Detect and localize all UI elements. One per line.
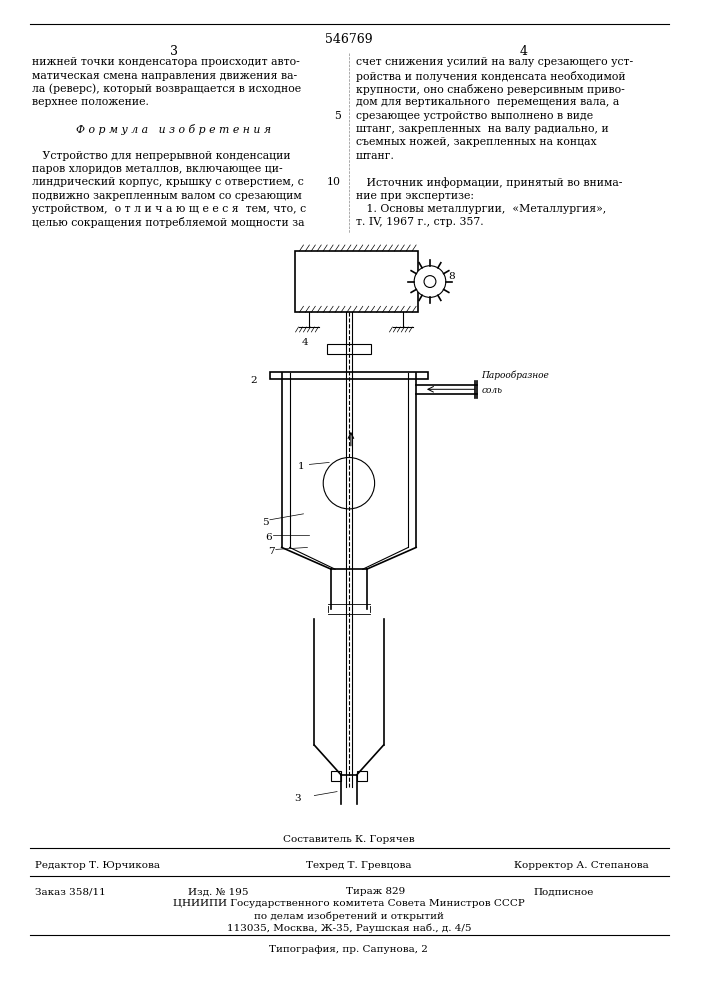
Text: Тираж 829: Тираж 829: [346, 887, 405, 896]
Text: Парообразное: Парообразное: [481, 371, 549, 380]
Text: устройством,  о т л и ч а ю щ е е с я  тем, что, с: устройством, о т л и ч а ю щ е е с я тем…: [32, 204, 305, 214]
Text: 5: 5: [334, 111, 341, 121]
Text: подвижно закрепленным валом со срезающим: подвижно закрепленным валом со срезающим: [32, 191, 301, 201]
Text: ЦНИИПИ Государственного комитета Совета Министров СССР: ЦНИИПИ Государственного комитета Совета …: [173, 899, 525, 908]
Text: 1. Основы металлургии,  «Металлургия»,: 1. Основы металлургии, «Металлургия»,: [356, 204, 606, 214]
Text: 10: 10: [327, 177, 341, 187]
Text: счет снижения усилий на валу срезающего уст-: счет снижения усилий на валу срезающего …: [356, 57, 633, 67]
Text: 3: 3: [170, 45, 178, 58]
Text: 5: 5: [262, 518, 269, 527]
Text: Ф о р м у л а   и з о б р е т е н и я: Ф о р м у л а и з о б р е т е н и я: [76, 124, 271, 135]
Text: Изд. № 195: Изд. № 195: [188, 887, 248, 896]
Text: штанг.: штанг.: [356, 151, 395, 161]
Text: соль: соль: [481, 386, 503, 395]
Bar: [357, 771, 367, 781]
Text: Техред Т. Гревцова: Техред Т. Гревцова: [306, 861, 412, 870]
Text: крупности, оно снабжено реверсивным приво-: крупности, оно снабжено реверсивным прив…: [356, 84, 624, 95]
Text: 2: 2: [250, 376, 257, 385]
Text: ние при экспертизе:: ние при экспертизе:: [356, 191, 474, 201]
Text: Заказ 358/11: Заказ 358/11: [35, 887, 105, 896]
Text: Типография, пр. Сапунова, 2: Типография, пр. Сапунова, 2: [269, 945, 428, 954]
Text: 7: 7: [268, 547, 274, 556]
Text: матическая смена направления движения ва-: матическая смена направления движения ва…: [32, 71, 297, 81]
Bar: [295, 251, 418, 312]
Bar: [270, 372, 428, 379]
Text: 546769: 546769: [325, 33, 373, 46]
Text: дом для вертикального  перемещения вала, а: дом для вертикального перемещения вала, …: [356, 97, 619, 107]
Text: штанг, закрепленных  на валу радиально, и: штанг, закрепленных на валу радиально, и: [356, 124, 609, 134]
Bar: [327, 344, 370, 354]
Text: Редактор Т. Юрчикова: Редактор Т. Юрчикова: [35, 861, 160, 870]
Text: т. IV, 1967 г., стр. 357.: т. IV, 1967 г., стр. 357.: [356, 217, 484, 227]
Text: съемных ножей, закрепленных на концах: съемных ножей, закрепленных на концах: [356, 137, 597, 147]
Text: по делам изобретений и открытий: по делам изобретений и открытий: [254, 911, 444, 921]
Text: паров хлоридов металлов, включающее ци-: паров хлоридов металлов, включающее ци-: [32, 164, 282, 174]
Text: линдрический корпус, крышку с отверстием, с: линдрический корпус, крышку с отверстием…: [32, 177, 303, 187]
Circle shape: [414, 266, 446, 297]
Text: Подписное: Подписное: [534, 887, 594, 896]
Text: нижней точки конденсатора происходит авто-: нижней точки конденсатора происходит авт…: [32, 57, 299, 67]
Text: 113035, Москва, Ж-35, Раушская наб., д. 4/5: 113035, Москва, Ж-35, Раушская наб., д. …: [227, 923, 471, 933]
Text: 8: 8: [448, 272, 455, 281]
Text: 1: 1: [298, 462, 304, 471]
Text: 4: 4: [520, 45, 528, 58]
Bar: [331, 771, 341, 781]
Text: Источник информации, принятый во внима-: Источник информации, принятый во внима-: [356, 177, 622, 188]
Text: Устройство для непрерывной конденсации: Устройство для непрерывной конденсации: [32, 151, 291, 161]
Text: целью сокращения потребляемой мощности за: целью сокращения потребляемой мощности з…: [32, 217, 304, 228]
Text: Корректор А. Степанова: Корректор А. Степанова: [514, 861, 649, 870]
Text: ла (реверс), который возвращается в исходное: ла (реверс), который возвращается в исхо…: [32, 84, 300, 94]
Text: 6: 6: [265, 533, 271, 542]
Text: срезающее устройство выполнено в виде: срезающее устройство выполнено в виде: [356, 111, 593, 121]
Text: 3: 3: [295, 794, 301, 803]
Text: Составитель К. Горячев: Составитель К. Горячев: [283, 835, 415, 844]
Text: 4: 4: [301, 338, 308, 347]
Text: верхнее положение.: верхнее положение.: [32, 97, 148, 107]
Text: ройства и получения конденсата необходимой: ройства и получения конденсата необходим…: [356, 71, 626, 82]
